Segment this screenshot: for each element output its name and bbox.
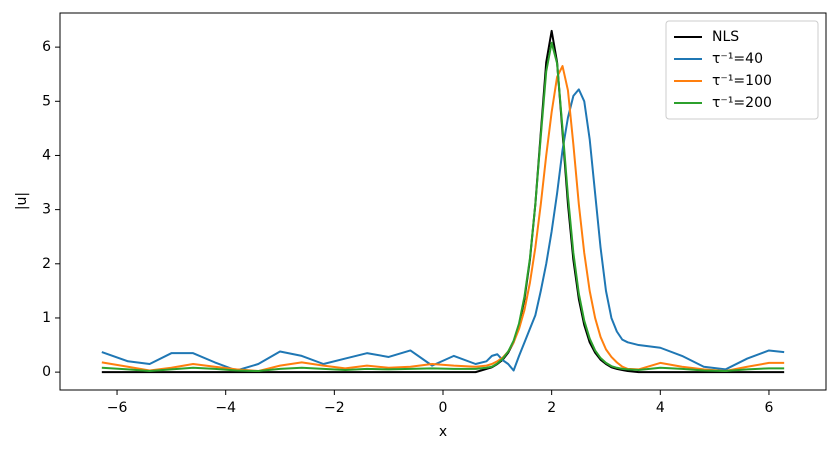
x-tick-label: 2 — [547, 400, 556, 416]
y-tick-label: 3 — [42, 202, 51, 218]
legend-label: τ⁻¹=100 — [712, 73, 772, 89]
y-tick-label: 0 — [42, 364, 51, 380]
y-tick-label: 2 — [42, 256, 51, 272]
x-tick-label: −4 — [215, 400, 236, 416]
y-tick-label: 4 — [42, 147, 51, 163]
y-tick-label: 6 — [42, 39, 51, 55]
legend-box — [665, 20, 819, 120]
legend-label: τ⁻¹=200 — [712, 95, 772, 111]
y-tick-label: 1 — [42, 310, 51, 326]
x-tick-label: 6 — [764, 400, 773, 416]
line-series — [101, 41, 785, 373]
line-series — [101, 88, 785, 372]
x-tick-label: −2 — [324, 400, 345, 416]
x-tick-label: −6 — [107, 400, 128, 416]
line-series — [101, 65, 785, 373]
x-axis-label: x — [439, 424, 447, 440]
y-axis-label: |u| — [14, 192, 30, 210]
plot-frame — [59, 12, 827, 391]
legend-label: NLS — [712, 29, 739, 45]
x-tick-label: 0 — [439, 400, 448, 416]
legend-label: τ⁻¹=40 — [712, 51, 763, 67]
y-tick-label: 5 — [42, 93, 51, 109]
x-tick-label: 4 — [656, 400, 665, 416]
